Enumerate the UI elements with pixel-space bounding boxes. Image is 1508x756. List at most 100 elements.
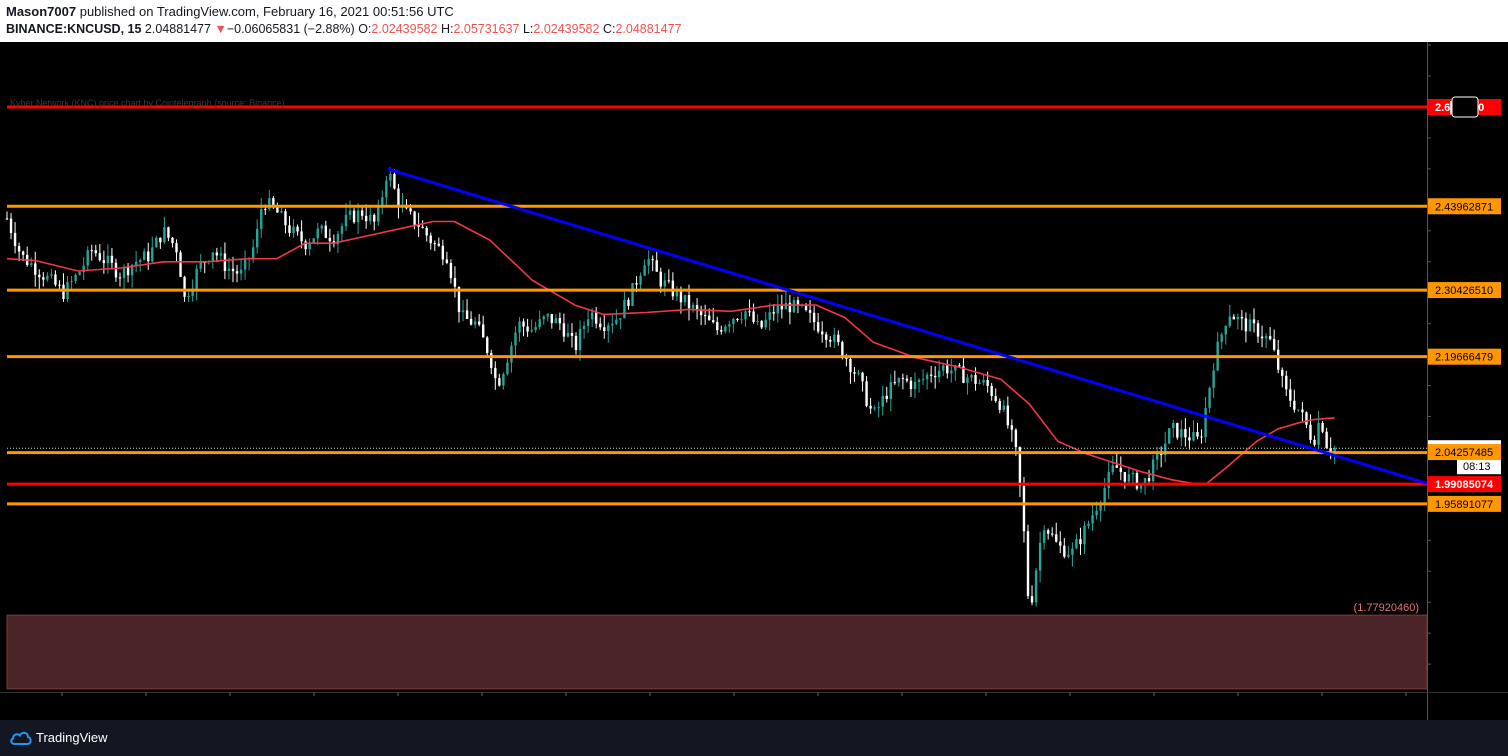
tradingview-logo[interactable]: TradingView (10, 730, 108, 745)
candle-body (699, 309, 703, 316)
trendline[interactable] (387, 167, 1428, 485)
candle-body (647, 259, 650, 266)
candle-body (784, 302, 788, 310)
candle-body (925, 374, 929, 380)
candle-body (687, 294, 691, 309)
candle-body (1103, 488, 1106, 504)
horizontal-levels[interactable]: Kyber Network (KNC) price chart by Coint… (7, 98, 1427, 506)
publish-info: Mason7007 published on TradingView.com, … (6, 4, 454, 19)
candle-body (1055, 534, 1058, 542)
candle-body (909, 380, 913, 390)
candle-body (340, 226, 344, 234)
last-price: 2.04881477 (144, 22, 211, 36)
candle-body (627, 299, 630, 306)
candle-body (1111, 465, 1114, 473)
candle-body (998, 400, 1001, 410)
candle-body (796, 300, 800, 306)
candle-body (1313, 439, 1316, 445)
candle-body (950, 370, 953, 374)
candle-body (9, 218, 13, 233)
candle-body (348, 210, 352, 215)
candle-body (716, 322, 719, 331)
candle-body (461, 310, 465, 313)
candle-body (1252, 319, 1256, 324)
candle-body (175, 243, 178, 253)
candle-body (308, 243, 311, 250)
candle-body (143, 251, 146, 260)
candle-body (195, 268, 198, 289)
symbol-label[interactable]: BINANCE:KNCUSD, 15 (6, 22, 142, 36)
candle-body (21, 251, 25, 255)
level-badge-6[interactable]: 1.95891077 (1428, 495, 1501, 512)
level-badge-2[interactable]: 2.30426510 (1428, 282, 1501, 299)
candle-body (312, 238, 315, 244)
time-axis[interactable] (0, 692, 1508, 696)
candle-body (611, 323, 614, 326)
candle-body (167, 227, 170, 238)
candle-body (1333, 447, 1336, 453)
candle-body (352, 210, 356, 223)
candle-body (38, 274, 41, 278)
candle-body (667, 280, 671, 282)
candle-body (978, 382, 981, 384)
candle-body (296, 226, 299, 232)
candle-body (1123, 472, 1127, 482)
candle-body (1051, 533, 1054, 535)
candle-body (570, 333, 574, 336)
candle-body (231, 268, 235, 272)
price-chart[interactable]: (1.77920460) Kyber Network (KNC) price c… (0, 42, 1508, 720)
candle-body (804, 304, 808, 310)
chart-area[interactable]: (1.77920460) Kyber Network (KNC) price c… (0, 42, 1508, 720)
demand-zone[interactable]: (1.77920460) (6, 602, 1428, 690)
candle-body (1277, 349, 1280, 370)
close-label: C: (602, 22, 616, 36)
trendline-line[interactable] (387, 167, 1428, 485)
candle-body (905, 378, 909, 381)
candle-body (921, 379, 925, 381)
candle-body (929, 374, 933, 376)
candle-body (780, 305, 784, 310)
zone-rect[interactable] (6, 614, 1428, 690)
candle-body (272, 198, 275, 207)
level-badge-3[interactable]: 2.19666479 (1428, 348, 1501, 365)
candle-body (1159, 453, 1163, 456)
candle-body (336, 233, 340, 244)
candle-body (304, 241, 307, 250)
level-badge-1-bg (1428, 198, 1501, 215)
candle-body (1168, 428, 1171, 444)
candle-body (155, 237, 158, 248)
candle-body (829, 339, 832, 342)
candle-body (417, 224, 420, 227)
level-badge-5[interactable]: 1.99085074 (1428, 476, 1501, 493)
candle-body (603, 327, 606, 331)
candle-body (1309, 424, 1312, 440)
candle-body (409, 208, 412, 212)
price-axis[interactable]: 2.6██8402.439628712.304265102.196664792.… (1427, 42, 1508, 720)
candle-body (1018, 447, 1022, 486)
candle-body (223, 253, 227, 271)
candle-body (663, 280, 666, 287)
candle-body (235, 271, 239, 274)
level-badge-1[interactable]: 2.43962871 (1428, 198, 1501, 215)
candle-body (994, 396, 997, 401)
candle-body (808, 309, 812, 313)
candle-body (211, 252, 215, 262)
candle-body (893, 382, 897, 384)
candle-body (1083, 525, 1086, 545)
candle-body (453, 278, 457, 287)
candle-body (260, 209, 263, 229)
candle-body (441, 245, 445, 260)
candle-body (599, 323, 602, 328)
candle-body (506, 362, 509, 375)
candle-body (518, 321, 521, 333)
candle-body (433, 243, 436, 245)
candle-body (243, 258, 247, 270)
candle-body (1180, 429, 1183, 438)
candle-body (429, 235, 432, 244)
candle-body (510, 345, 513, 363)
candle-body (138, 259, 142, 262)
candle-body (151, 247, 154, 262)
author-name[interactable]: Mason7007 (6, 4, 77, 19)
candle-body (962, 366, 965, 383)
candle-body (720, 330, 723, 332)
